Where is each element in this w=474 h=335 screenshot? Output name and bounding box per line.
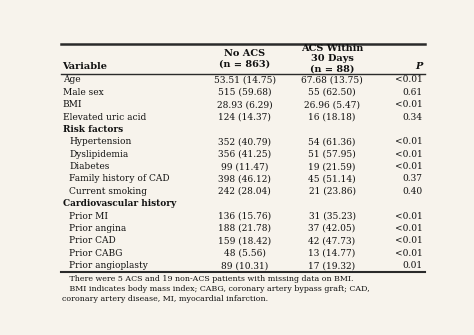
Text: <0.01: <0.01 [395, 237, 422, 245]
Text: <0.01: <0.01 [395, 100, 422, 109]
Text: 352 (40.79): 352 (40.79) [218, 137, 271, 146]
Text: 21 (23.86): 21 (23.86) [309, 187, 356, 196]
Text: <0.01: <0.01 [395, 249, 422, 258]
Text: Diabetes: Diabetes [69, 162, 109, 171]
Text: 53.51 (14.75): 53.51 (14.75) [214, 75, 276, 84]
Text: 13 (14.77): 13 (14.77) [309, 249, 356, 258]
Text: Variable: Variable [63, 62, 108, 71]
Text: BMI indicates body mass index; CABG, coronary artery bypass graft; CAD,: BMI indicates body mass index; CABG, cor… [62, 285, 370, 293]
Text: <0.01: <0.01 [395, 75, 422, 84]
Text: 17 (19.32): 17 (19.32) [309, 261, 356, 270]
Text: Prior CAD: Prior CAD [69, 237, 116, 245]
Text: Elevated uric acid: Elevated uric acid [63, 113, 146, 122]
Text: <0.01: <0.01 [395, 150, 422, 159]
Text: 0.40: 0.40 [402, 187, 422, 196]
Text: 0.61: 0.61 [402, 88, 422, 97]
Text: Age: Age [63, 75, 80, 84]
Text: 159 (18.42): 159 (18.42) [218, 237, 271, 245]
Text: BMI: BMI [63, 100, 82, 109]
Text: 48 (5.56): 48 (5.56) [224, 249, 266, 258]
Text: 42 (47.73): 42 (47.73) [309, 237, 356, 245]
Text: 0.37: 0.37 [402, 175, 422, 184]
Text: Prior MI: Prior MI [69, 212, 108, 221]
Text: Prior CABG: Prior CABG [69, 249, 123, 258]
Text: 398 (46.12): 398 (46.12) [219, 175, 271, 184]
Text: 54 (61.36): 54 (61.36) [308, 137, 356, 146]
Text: <0.01: <0.01 [395, 224, 422, 233]
Text: 188 (21.78): 188 (21.78) [218, 224, 271, 233]
Text: Dyslipidemia: Dyslipidemia [69, 150, 128, 159]
Text: coronary artery disease, MI, myocardial infarction.: coronary artery disease, MI, myocardial … [62, 294, 268, 303]
Text: P: P [415, 62, 422, 71]
Text: 242 (28.04): 242 (28.04) [219, 187, 271, 196]
Text: 28.93 (6.29): 28.93 (6.29) [217, 100, 273, 109]
Text: 356 (41.25): 356 (41.25) [218, 150, 271, 159]
Text: Family history of CAD: Family history of CAD [69, 175, 170, 184]
Text: Hypertension: Hypertension [69, 137, 132, 146]
Text: No ACS
(n = 863): No ACS (n = 863) [219, 49, 270, 69]
Text: 45 (51.14): 45 (51.14) [308, 175, 356, 184]
Text: 51 (57.95): 51 (57.95) [308, 150, 356, 159]
Text: 89 (10.31): 89 (10.31) [221, 261, 268, 270]
Text: 515 (59.68): 515 (59.68) [218, 88, 272, 97]
Text: 0.01: 0.01 [402, 261, 422, 270]
Text: <0.01: <0.01 [395, 212, 422, 221]
Text: 67.68 (13.75): 67.68 (13.75) [301, 75, 363, 84]
Text: There were 5 ACS and 19 non-ACS patients with missing data on BMI.: There were 5 ACS and 19 non-ACS patients… [62, 275, 353, 283]
Text: 124 (14.37): 124 (14.37) [219, 113, 271, 122]
Text: Male sex: Male sex [63, 88, 103, 97]
Text: Prior angioplasty: Prior angioplasty [69, 261, 148, 270]
Text: 136 (15.76): 136 (15.76) [218, 212, 271, 221]
Text: Cardiovascular history: Cardiovascular history [63, 199, 176, 208]
Text: 55 (62.50): 55 (62.50) [308, 88, 356, 97]
Text: 31 (35.23): 31 (35.23) [309, 212, 356, 221]
Text: Prior angina: Prior angina [69, 224, 127, 233]
Text: 0.34: 0.34 [402, 113, 422, 122]
Text: <0.01: <0.01 [395, 162, 422, 171]
Text: 37 (42.05): 37 (42.05) [309, 224, 356, 233]
Text: ACS Within
30 Days
(n = 88): ACS Within 30 Days (n = 88) [301, 44, 363, 74]
Text: Risk factors: Risk factors [63, 125, 123, 134]
Text: Current smoking: Current smoking [69, 187, 147, 196]
Text: 16 (18.18): 16 (18.18) [308, 113, 356, 122]
Text: <0.01: <0.01 [395, 137, 422, 146]
Text: 99 (11.47): 99 (11.47) [221, 162, 268, 171]
Text: 19 (21.59): 19 (21.59) [308, 162, 356, 171]
Text: 26.96 (5.47): 26.96 (5.47) [304, 100, 360, 109]
